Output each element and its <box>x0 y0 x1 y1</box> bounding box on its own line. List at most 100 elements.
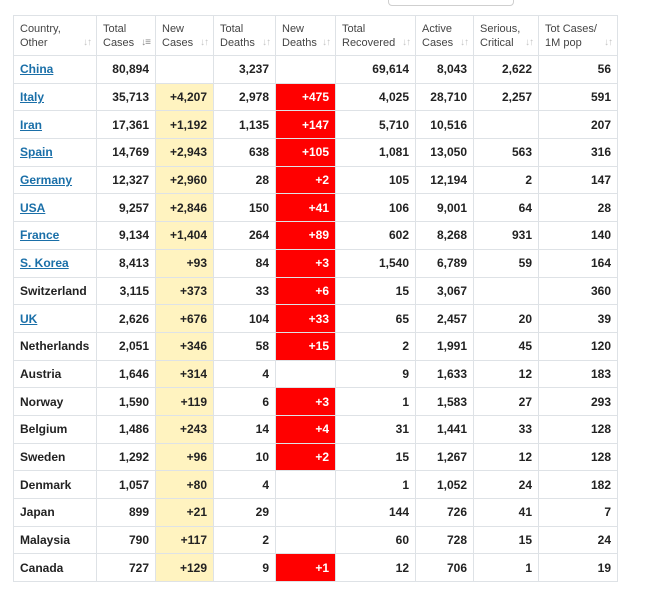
new-deaths-cell: +4 <box>275 414 336 444</box>
country-link[interactable]: Iran <box>20 117 43 132</box>
new-deaths-cell: +15 <box>275 331 336 361</box>
country-link[interactable]: UK <box>20 311 38 326</box>
column-header-cases-per-million[interactable]: Tot Cases/1M pop ↓↑ <box>538 15 618 56</box>
total-recovered-cell: 144 <box>335 498 416 527</box>
active-cases-cell: 1,583 <box>415 387 474 416</box>
total-deaths-cell: 4 <box>213 359 276 389</box>
column-header-label-line2: Cases <box>103 36 135 49</box>
new-deaths-cell: +1 <box>275 553 336 583</box>
serious-critical-cell: 45 <box>473 331 539 361</box>
new-cases-cell: +21 <box>155 498 214 527</box>
new-deaths-cell <box>275 55 336 84</box>
new-deaths-cell: +6 <box>275 276 336 306</box>
search-input[interactable] <box>388 0 514 6</box>
total-cases-cell: 1,057 <box>96 470 156 499</box>
sort-arrows-icon[interactable]: ↓↑ <box>200 37 209 48</box>
total-cases-cell: 12,327 <box>96 165 156 195</box>
total-cases-cell: 1,292 <box>96 442 156 472</box>
total-recovered-cell: 4,025 <box>335 82 416 112</box>
country-link[interactable]: China <box>20 62 54 77</box>
sort-arrows-icon[interactable]: ↓≡ <box>141 37 151 48</box>
new-cases-cell: +119 <box>155 387 214 416</box>
active-cases-cell: 10,516 <box>415 110 474 140</box>
column-header-label-line2: Critical <box>480 36 514 49</box>
active-cases-cell: 13,050 <box>415 138 474 167</box>
total-cases-cell: 9,257 <box>96 193 156 223</box>
cases-per-million-cell: 316 <box>538 138 618 167</box>
country-link[interactable]: Spain <box>20 145 53 160</box>
cases-per-million-cell: 39 <box>538 304 618 333</box>
country-link[interactable]: USA <box>20 200 46 215</box>
serious-critical-cell: 24 <box>473 470 539 499</box>
cases-per-million-cell: 28 <box>538 193 618 223</box>
active-cases-cell: 1,052 <box>415 470 474 499</box>
column-header-new-cases[interactable]: New Cases ↓↑ <box>155 15 214 56</box>
new-cases-cell: +117 <box>155 525 214 555</box>
total-cases-cell: 727 <box>96 553 156 583</box>
country-link[interactable]: Italy <box>20 90 45 105</box>
serious-critical-cell <box>473 276 539 306</box>
total-cases-cell: 35,713 <box>96 82 156 112</box>
total-deaths-cell: 2 <box>213 525 276 555</box>
header-row: Country, Other ↓↑ Total Cases ↓≡ New Cases ↓↑ Tot… <box>13 15 618 56</box>
column-header-label-line1: New <box>282 22 305 35</box>
country-cell: S. Korea <box>13 248 97 278</box>
active-cases-cell: 1,991 <box>415 331 474 361</box>
total-recovered-cell: 15 <box>335 442 416 472</box>
column-header-label-line1: Tot Cases/ <box>545 22 597 35</box>
cases-per-million-cell: 24 <box>538 525 618 555</box>
column-header-serious-critical[interactable]: Serious, Critical ↓↑ <box>473 15 539 56</box>
cases-per-million-cell: 56 <box>538 55 618 84</box>
table-row: Canada 727 +129 9 +1 12 706 1 19 <box>13 553 618 583</box>
column-header-total-cases[interactable]: Total Cases ↓≡ <box>96 15 156 56</box>
cases-per-million-cell: 183 <box>538 359 618 389</box>
country-link[interactable]: France <box>20 228 60 243</box>
total-cases-cell: 14,769 <box>96 138 156 167</box>
column-header-total-recovered[interactable]: Total Recovered ↓↑ <box>335 15 416 56</box>
total-deaths-cell: 28 <box>213 165 276 195</box>
serious-critical-cell: 12 <box>473 442 539 472</box>
new-deaths-cell <box>275 470 336 499</box>
sort-arrows-icon[interactable]: ↓↑ <box>262 37 271 48</box>
new-cases-cell: +1,404 <box>155 221 214 250</box>
serious-critical-cell: 2,257 <box>473 82 539 112</box>
new-cases-cell: +129 <box>155 553 214 583</box>
new-cases-cell: +80 <box>155 470 214 499</box>
total-deaths-cell: 1,135 <box>213 110 276 140</box>
table-row: Malaysia 790 +117 2 60 728 15 24 <box>13 525 618 555</box>
total-recovered-cell: 106 <box>335 193 416 223</box>
total-recovered-cell: 1 <box>335 387 416 416</box>
table-row: Germany 12,327 +2,960 28 +2 105 12,194 2 147 <box>13 165 618 195</box>
sort-arrows-icon[interactable]: ↓↑ <box>402 37 411 48</box>
sort-arrows-icon[interactable]: ↓↑ <box>322 37 331 48</box>
new-deaths-cell: +147 <box>275 110 336 140</box>
cases-per-million-cell: 128 <box>538 442 618 472</box>
sort-arrows-icon[interactable]: ↓↑ <box>525 37 534 48</box>
sort-arrows-icon[interactable]: ↓↑ <box>460 37 469 48</box>
table-body: China 80,894 3,237 69,614 8,043 2,622 56 Italy 3… <box>13 55 618 583</box>
column-header-new-deaths[interactable]: New Deaths ↓↑ <box>275 15 336 56</box>
new-cases-cell: +676 <box>155 304 214 333</box>
new-deaths-cell: +2 <box>275 165 336 195</box>
column-header-country[interactable]: Country, Other ↓↑ <box>13 15 97 56</box>
new-cases-cell: +243 <box>155 414 214 444</box>
total-deaths-cell: 150 <box>213 193 276 223</box>
sort-arrows-icon[interactable]: ↓↑ <box>83 37 92 48</box>
total-deaths-cell: 2,978 <box>213 82 276 112</box>
new-deaths-cell: +475 <box>275 82 336 112</box>
country-link[interactable]: Germany <box>20 173 73 188</box>
new-deaths-cell: +3 <box>275 387 336 416</box>
sort-arrows-icon[interactable]: ↓↑ <box>604 37 613 48</box>
new-deaths-cell: +2 <box>275 442 336 472</box>
total-recovered-cell: 15 <box>335 276 416 306</box>
new-cases-cell: +96 <box>155 442 214 472</box>
cases-per-million-cell: 128 <box>538 414 618 444</box>
country-link[interactable]: S. Korea <box>20 256 69 271</box>
column-header-total-deaths[interactable]: Total Deaths ↓↑ <box>213 15 276 56</box>
active-cases-cell: 2,457 <box>415 304 474 333</box>
total-recovered-cell: 12 <box>335 553 416 583</box>
country-cell: Switzerland <box>13 276 97 306</box>
new-cases-cell: +1,192 <box>155 110 214 140</box>
column-header-active-cases[interactable]: Active Cases ↓↑ <box>415 15 474 56</box>
